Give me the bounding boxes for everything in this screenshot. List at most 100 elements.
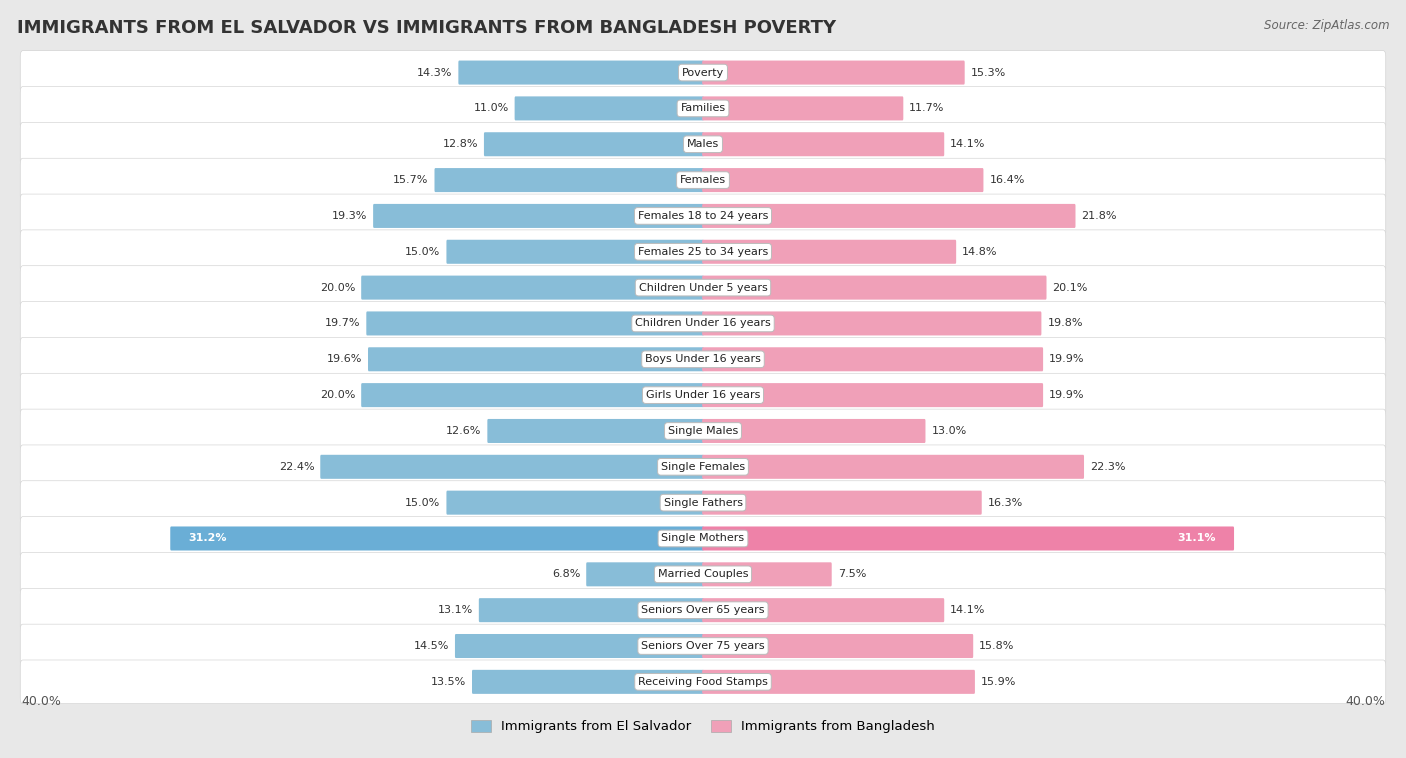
Text: 19.3%: 19.3% bbox=[332, 211, 367, 221]
Text: 40.0%: 40.0% bbox=[21, 694, 60, 708]
Text: Seniors Over 75 years: Seniors Over 75 years bbox=[641, 641, 765, 651]
Text: Seniors Over 65 years: Seniors Over 65 years bbox=[641, 605, 765, 615]
Text: 7.5%: 7.5% bbox=[838, 569, 866, 579]
FancyBboxPatch shape bbox=[20, 481, 1386, 525]
Text: Single Fathers: Single Fathers bbox=[664, 498, 742, 508]
FancyBboxPatch shape bbox=[434, 168, 704, 192]
FancyBboxPatch shape bbox=[20, 517, 1386, 560]
Text: Males: Males bbox=[688, 139, 718, 149]
Text: 19.8%: 19.8% bbox=[1047, 318, 1083, 328]
FancyBboxPatch shape bbox=[702, 204, 1076, 228]
Text: 21.8%: 21.8% bbox=[1081, 211, 1116, 221]
FancyBboxPatch shape bbox=[368, 347, 704, 371]
Text: Receiving Food Stamps: Receiving Food Stamps bbox=[638, 677, 768, 687]
FancyBboxPatch shape bbox=[20, 302, 1386, 346]
FancyBboxPatch shape bbox=[373, 204, 704, 228]
FancyBboxPatch shape bbox=[20, 553, 1386, 597]
FancyBboxPatch shape bbox=[20, 409, 1386, 453]
FancyBboxPatch shape bbox=[488, 419, 704, 443]
Text: 16.4%: 16.4% bbox=[990, 175, 1025, 185]
Text: Poverty: Poverty bbox=[682, 67, 724, 77]
FancyBboxPatch shape bbox=[458, 61, 704, 85]
FancyBboxPatch shape bbox=[20, 660, 1386, 703]
Text: Source: ZipAtlas.com: Source: ZipAtlas.com bbox=[1264, 19, 1389, 32]
FancyBboxPatch shape bbox=[515, 96, 704, 121]
Text: 12.8%: 12.8% bbox=[443, 139, 478, 149]
Text: 19.7%: 19.7% bbox=[325, 318, 360, 328]
FancyBboxPatch shape bbox=[702, 634, 973, 658]
FancyBboxPatch shape bbox=[702, 168, 983, 192]
FancyBboxPatch shape bbox=[702, 132, 945, 156]
Text: 11.7%: 11.7% bbox=[910, 103, 945, 114]
Text: 15.0%: 15.0% bbox=[405, 498, 440, 508]
Text: 15.8%: 15.8% bbox=[979, 641, 1015, 651]
FancyBboxPatch shape bbox=[479, 598, 704, 622]
Text: Girls Under 16 years: Girls Under 16 years bbox=[645, 390, 761, 400]
Text: 15.0%: 15.0% bbox=[405, 247, 440, 257]
Text: 12.6%: 12.6% bbox=[446, 426, 481, 436]
FancyBboxPatch shape bbox=[702, 419, 925, 443]
FancyBboxPatch shape bbox=[170, 527, 704, 550]
FancyBboxPatch shape bbox=[20, 194, 1386, 238]
FancyBboxPatch shape bbox=[702, 562, 832, 587]
FancyBboxPatch shape bbox=[367, 312, 704, 336]
FancyBboxPatch shape bbox=[702, 527, 1234, 550]
FancyBboxPatch shape bbox=[20, 122, 1386, 166]
FancyBboxPatch shape bbox=[20, 588, 1386, 632]
Text: 14.1%: 14.1% bbox=[950, 605, 986, 615]
FancyBboxPatch shape bbox=[20, 624, 1386, 668]
Text: 16.3%: 16.3% bbox=[987, 498, 1024, 508]
FancyBboxPatch shape bbox=[20, 337, 1386, 381]
Text: Boys Under 16 years: Boys Under 16 years bbox=[645, 354, 761, 365]
Text: Children Under 5 years: Children Under 5 years bbox=[638, 283, 768, 293]
Text: Single Females: Single Females bbox=[661, 462, 745, 471]
Text: 20.1%: 20.1% bbox=[1053, 283, 1088, 293]
FancyBboxPatch shape bbox=[586, 562, 704, 587]
FancyBboxPatch shape bbox=[361, 276, 704, 299]
Text: Females 18 to 24 years: Females 18 to 24 years bbox=[638, 211, 768, 221]
FancyBboxPatch shape bbox=[447, 490, 704, 515]
Text: 22.4%: 22.4% bbox=[278, 462, 315, 471]
Text: 31.1%: 31.1% bbox=[1178, 534, 1216, 543]
FancyBboxPatch shape bbox=[702, 312, 1042, 336]
FancyBboxPatch shape bbox=[702, 347, 1043, 371]
Text: Single Mothers: Single Mothers bbox=[661, 534, 745, 543]
FancyBboxPatch shape bbox=[702, 276, 1046, 299]
Text: Single Males: Single Males bbox=[668, 426, 738, 436]
FancyBboxPatch shape bbox=[20, 230, 1386, 274]
Text: 13.1%: 13.1% bbox=[437, 605, 472, 615]
Text: 11.0%: 11.0% bbox=[474, 103, 509, 114]
Text: 19.9%: 19.9% bbox=[1049, 390, 1084, 400]
Text: 31.2%: 31.2% bbox=[188, 534, 226, 543]
FancyBboxPatch shape bbox=[20, 266, 1386, 309]
Text: 19.6%: 19.6% bbox=[326, 354, 363, 365]
Text: 22.3%: 22.3% bbox=[1090, 462, 1125, 471]
FancyBboxPatch shape bbox=[702, 670, 974, 694]
FancyBboxPatch shape bbox=[702, 96, 903, 121]
FancyBboxPatch shape bbox=[20, 445, 1386, 489]
FancyBboxPatch shape bbox=[702, 490, 981, 515]
Text: 14.8%: 14.8% bbox=[962, 247, 998, 257]
FancyBboxPatch shape bbox=[361, 383, 704, 407]
Text: 20.0%: 20.0% bbox=[319, 283, 356, 293]
Text: 14.3%: 14.3% bbox=[418, 67, 453, 77]
FancyBboxPatch shape bbox=[702, 240, 956, 264]
Text: 15.3%: 15.3% bbox=[970, 67, 1005, 77]
FancyBboxPatch shape bbox=[484, 132, 704, 156]
Text: Families: Families bbox=[681, 103, 725, 114]
FancyBboxPatch shape bbox=[702, 61, 965, 85]
Text: 20.0%: 20.0% bbox=[319, 390, 356, 400]
FancyBboxPatch shape bbox=[20, 373, 1386, 417]
Text: 19.9%: 19.9% bbox=[1049, 354, 1084, 365]
FancyBboxPatch shape bbox=[20, 51, 1386, 95]
Text: 14.1%: 14.1% bbox=[950, 139, 986, 149]
FancyBboxPatch shape bbox=[447, 240, 704, 264]
Text: Children Under 16 years: Children Under 16 years bbox=[636, 318, 770, 328]
FancyBboxPatch shape bbox=[702, 383, 1043, 407]
Text: 15.9%: 15.9% bbox=[981, 677, 1017, 687]
FancyBboxPatch shape bbox=[456, 634, 704, 658]
Text: 6.8%: 6.8% bbox=[553, 569, 581, 579]
Text: 15.7%: 15.7% bbox=[394, 175, 429, 185]
FancyBboxPatch shape bbox=[702, 455, 1084, 479]
FancyBboxPatch shape bbox=[321, 455, 704, 479]
